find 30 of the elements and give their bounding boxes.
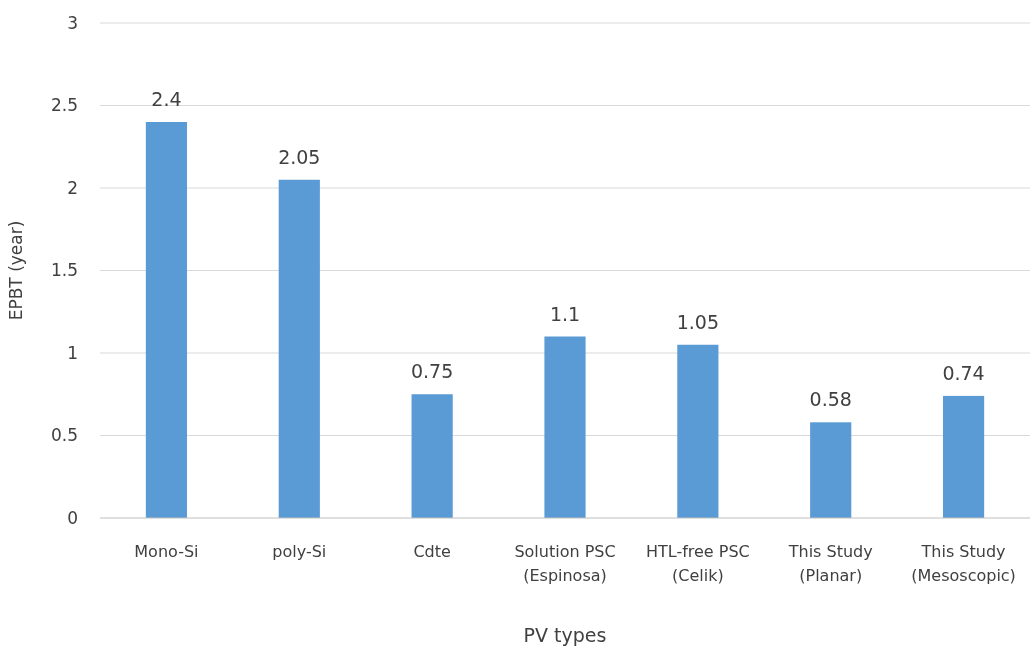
y-tick-label: 2.5 (50, 95, 78, 116)
bar (145, 122, 188, 518)
x-tick-label: HTL-free PSC (Celik) (645, 542, 750, 585)
bar (411, 394, 453, 518)
bar (942, 395, 985, 518)
data-label: 0.58 (809, 388, 852, 411)
bar (810, 422, 852, 518)
bar (544, 336, 586, 518)
data-label: 0.74 (942, 361, 985, 384)
data-label: 1.05 (676, 310, 720, 333)
x-tick-label: Mono-Si (134, 542, 199, 561)
y-tick-label: 0.5 (50, 425, 78, 446)
bar (677, 344, 719, 518)
y-tick-label: 1 (67, 342, 78, 363)
x-tick-label: This Study (Mesoscopic) (911, 542, 1016, 585)
x-tick-label: Solution PSC (Espinosa) (514, 542, 616, 585)
data-label: 0.75 (410, 360, 454, 383)
x-tick-label: Cdte (413, 542, 451, 561)
data-label: 1.1 (549, 302, 581, 325)
x-axis-title: PV types (523, 624, 607, 646)
data-label: 2.4 (151, 88, 182, 110)
bar (278, 179, 320, 518)
y-tick-label: 1.5 (50, 260, 78, 281)
y-tick-label: 3 (67, 12, 78, 33)
x-tick-label: This Study (Planar) (787, 542, 873, 585)
y-tick-label: 2 (67, 177, 78, 198)
data-label: 2.05 (278, 145, 321, 168)
x-tick-label: poly-Si (272, 542, 327, 561)
y-tick-label: 0 (67, 507, 78, 528)
y-axis-title: EPBT (year) (6, 220, 26, 321)
